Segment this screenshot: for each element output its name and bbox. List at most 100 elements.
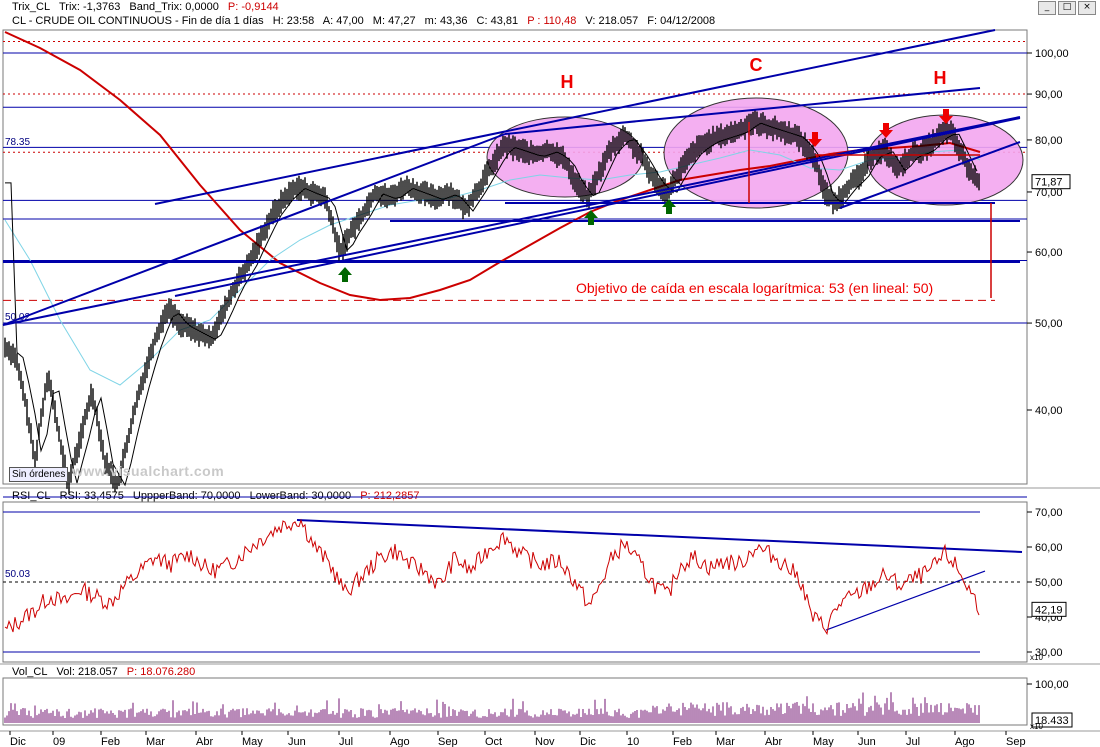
pattern-label: H xyxy=(561,72,574,92)
arrow-up-icon xyxy=(662,199,676,214)
price-tick-label: 50,00 xyxy=(1035,318,1063,330)
trend-line xyxy=(154,29,996,205)
trend-line xyxy=(174,117,1021,297)
price-h: H: 23:58 xyxy=(272,15,315,27)
arrow-down-icon xyxy=(879,123,893,138)
rsi-last-value-box xyxy=(1031,601,1067,617)
price-panel: 78.35 50.02 H C H Objetivo de caída en escala… xyxy=(2,29,1027,498)
trix-band: Band_Trix: 0,0000 xyxy=(129,1,219,13)
x-tick-label: Abr xyxy=(196,736,213,747)
rsi-tick-label: 30,00 xyxy=(1035,647,1063,659)
price-frame xyxy=(2,29,1028,485)
vol-last-value-box xyxy=(1031,712,1073,728)
rsi-upper: UppperBand: 70,0000 xyxy=(132,490,241,502)
volume-bars xyxy=(4,692,980,723)
rsi-trend-line xyxy=(296,519,1023,553)
arrow-up-icon xyxy=(338,267,352,282)
moving-average-long xyxy=(4,31,981,302)
arrow-down-icon xyxy=(939,109,953,124)
arrow-down-icon xyxy=(808,132,822,147)
price-m: M: 47,27 xyxy=(372,15,416,27)
moving-average-short xyxy=(5,122,978,487)
price-title: CL - CRUDE OIL CONTINUOUS - Fin de día 1… xyxy=(12,15,264,27)
x-tick-label: Feb xyxy=(101,736,120,747)
x-tick-label: Jul xyxy=(906,736,920,747)
rsi-lower: LowerBand: 30,0000 xyxy=(249,490,352,502)
rsi-line xyxy=(4,518,980,636)
x-tick-label: Mar xyxy=(716,736,735,747)
trend-line xyxy=(839,141,1021,209)
price-tick-label: 70,00 xyxy=(1035,187,1063,199)
close-button[interactable]: × xyxy=(1078,1,1096,15)
x-tick-label: Feb xyxy=(673,736,692,747)
vol-scale-factor: x10 xyxy=(1030,722,1043,731)
x-tick-label: Mar xyxy=(146,736,165,747)
price-last-value: 71,87 xyxy=(1035,177,1063,189)
x-tick-label: Sep xyxy=(438,736,458,747)
vol-tick-label: 100,00 xyxy=(1035,679,1069,691)
rsi-panel: 50.03 xyxy=(3,511,1023,653)
vol-series: Vol_CL xyxy=(12,666,48,678)
rsi-scale-factor: x10 xyxy=(1030,653,1043,662)
trix-p: P: -0,9144 xyxy=(227,1,279,13)
vol-value: Vol: 218.057 xyxy=(56,666,118,678)
trix-value: Trix: -1,3763 xyxy=(58,1,121,13)
x-tick-label: 09 xyxy=(53,736,65,747)
x-tick-label: Jun xyxy=(858,736,876,747)
rsi-trend-line xyxy=(825,570,986,631)
x-tick-label: Dic xyxy=(10,736,26,747)
target-annotation: Objetivo de caída en escala logarítmica:… xyxy=(576,280,933,296)
rsi-left-label: 50.03 xyxy=(5,569,30,580)
vol-last-value: 18.433 xyxy=(1035,715,1069,727)
price-tick-label: 80,00 xyxy=(1035,135,1063,147)
price-bars xyxy=(4,109,980,494)
x-tick-label: Ago xyxy=(955,736,975,747)
price-tick-label: 90,00 xyxy=(1035,89,1063,101)
axis-layer: 100,00 90,00 80,00 70,00 60,00 50,00 40,00 71,8… xyxy=(9,48,1073,747)
price-a: A: 47,00 xyxy=(322,15,364,27)
x-tick-label: Jun xyxy=(288,736,306,747)
rsi-last-value: 42,19 xyxy=(1035,604,1063,616)
sin-ordenes-badge[interactable]: Sin órdenes xyxy=(9,467,69,482)
minimize-button[interactable]: _ xyxy=(1038,1,1056,15)
arrow-up-icon xyxy=(584,210,598,225)
rsi-value: RSI: 33,4575 xyxy=(59,490,124,502)
vol-header: Vol_CL Vol: 218.057 P: 18.076.280 xyxy=(12,666,201,679)
x-tick-label: Sep xyxy=(1006,736,1026,747)
x-tick-label: Abr xyxy=(765,736,782,747)
price-last-value-box xyxy=(1031,174,1071,190)
price-tick-label: 60,00 xyxy=(1035,247,1063,259)
price-p: P : 110,48 xyxy=(527,15,577,27)
maximize-button[interactable]: □ xyxy=(1058,1,1076,15)
x-tick-label: May xyxy=(813,736,834,747)
price-min: m: 43,36 xyxy=(424,15,468,27)
x-tick-label: Jul xyxy=(339,736,353,747)
trend-line xyxy=(504,87,981,135)
trix-series: Trix_CL xyxy=(12,1,51,13)
rsi-tick-label: 70,00 xyxy=(1035,507,1063,519)
watermark: www.visualchart.com xyxy=(72,463,225,479)
rsi-tick-label: 60,00 xyxy=(1035,542,1063,554)
price-left-label: 78.35 xyxy=(5,137,30,148)
x-tick-label: May xyxy=(242,736,263,747)
rsi-tick-label: 50,00 xyxy=(1035,577,1063,589)
trend-line xyxy=(2,133,506,326)
rsi-header: RSI_CL RSI: 33,4575 UppperBand: 70,0000 … xyxy=(12,490,426,503)
price-header: CL - CRUDE OIL CONTINUOUS - Fin de día 1… xyxy=(12,15,721,28)
x-tick-label: 10 xyxy=(627,736,639,747)
price-f: F: 04/12/2008 xyxy=(647,15,716,27)
x-tick-label: Ago xyxy=(390,736,410,747)
x-tick-label: Dic xyxy=(580,736,596,747)
trix-header: Trix_CL Trix: -1,3763 Band_Trix: 0,0000 … xyxy=(12,1,285,14)
volume-panel xyxy=(4,692,980,723)
x-tick-label: Oct xyxy=(485,736,502,747)
vol-p: P: 18.076.280 xyxy=(126,666,196,678)
rsi-series: RSI_CL xyxy=(12,490,51,502)
pattern-label: H xyxy=(934,68,947,88)
price-c: C: 43,81 xyxy=(476,15,519,27)
price-v: V: 218.057 xyxy=(585,15,639,27)
x-tick-label: Nov xyxy=(535,736,555,747)
price-tick-label: 100,00 xyxy=(1035,48,1069,60)
